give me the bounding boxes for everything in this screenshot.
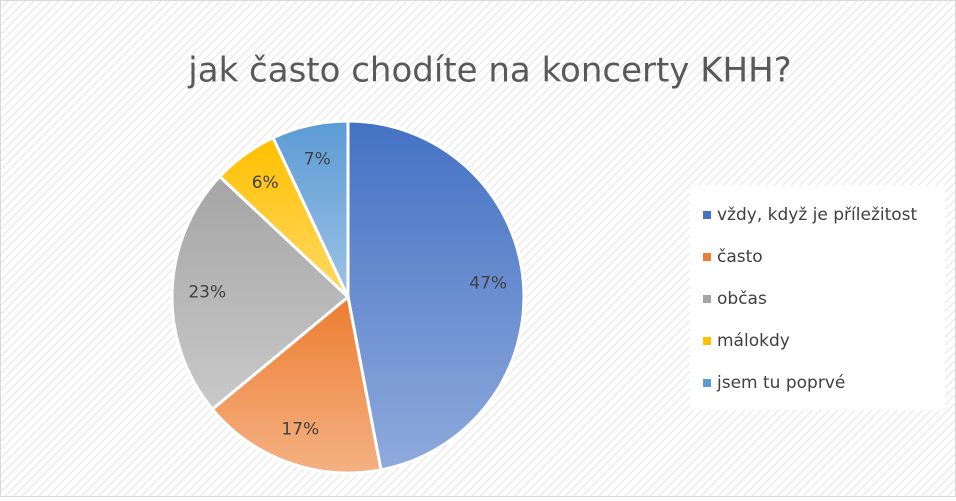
legend-label: vždy, když je příležitost	[717, 205, 918, 225]
data-label: 47%	[469, 274, 507, 294]
legend-swatch	[703, 211, 711, 219]
legend-label: často	[717, 247, 763, 267]
legend-label: občas	[717, 289, 767, 309]
data-label: 7%	[304, 150, 331, 170]
chart-title: jak často chodíte na koncerty KHH?	[187, 51, 791, 91]
data-label: 17%	[281, 419, 319, 439]
legend-swatch	[703, 253, 711, 261]
legend-label: jsem tu poprvé	[716, 373, 845, 393]
legend-swatch	[703, 379, 711, 387]
legend-box	[690, 185, 945, 410]
pie-slice	[271, 119, 350, 298]
data-label: 6%	[252, 173, 279, 193]
pie-slice	[210, 294, 383, 475]
pie-slice	[170, 174, 351, 412]
legend-swatch	[703, 295, 711, 303]
data-label: 23%	[188, 283, 226, 303]
legend-swatch	[703, 337, 711, 345]
pie-slice	[346, 119, 526, 472]
legend-label: málokdy	[717, 331, 790, 351]
